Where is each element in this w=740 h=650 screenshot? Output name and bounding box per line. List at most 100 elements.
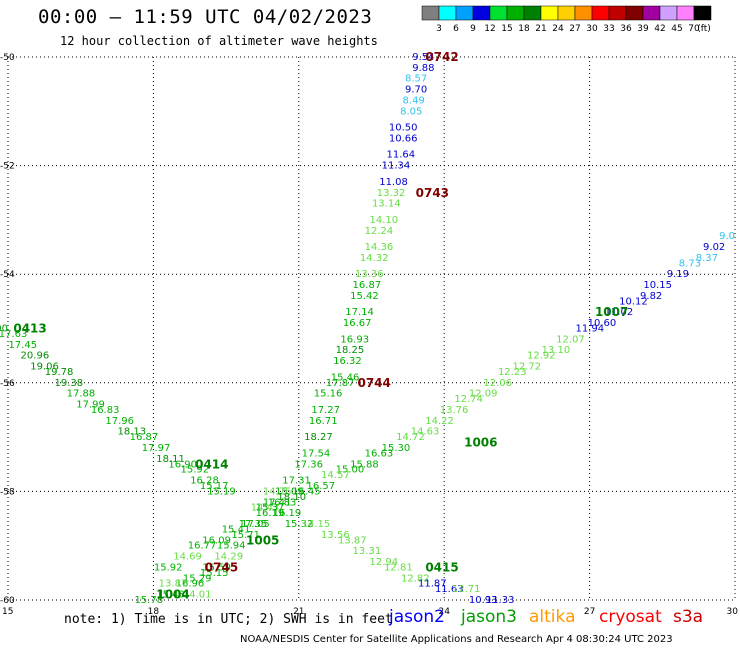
- wave-height-point: 15.00: [336, 465, 365, 476]
- legend-swatch: [591, 5, 610, 21]
- legend-swatch: [659, 5, 678, 21]
- legend-tick-label: 42: [654, 24, 665, 34]
- wave-height-point: 11.02: [605, 307, 634, 318]
- satellite-label-s3a: s3a: [673, 607, 704, 627]
- legend-unit-label: (ft): [697, 24, 711, 34]
- pass-time-label: 1007: [595, 305, 628, 319]
- pass-time-label: 0742: [425, 50, 458, 64]
- wave-height-point: 12.09: [469, 389, 498, 400]
- wave-height-point: 11.33: [486, 595, 515, 606]
- wave-height-point: 15.09: [275, 486, 304, 497]
- wave-height-point: 15.16: [314, 389, 343, 400]
- x-tick-label: 24: [438, 607, 450, 617]
- pass-time-label: 1004: [156, 588, 189, 602]
- wave-height-point: 16.63: [365, 448, 394, 459]
- footer-note: note: 1) Time is in UTC; 2) SWH is in fe…: [64, 612, 393, 627]
- wave-height-point: 17.36: [294, 459, 323, 470]
- wave-height-point: 13.87: [338, 535, 367, 546]
- wave-height-point: 17.31: [282, 476, 311, 487]
- wave-height-point: 15.71: [231, 530, 260, 541]
- wave-height-point: 16.87: [353, 280, 382, 291]
- wave-height-point: 15.94: [217, 541, 246, 552]
- wave-height-point: 16.19: [256, 508, 285, 519]
- wave-height-point: 20.96: [21, 351, 50, 362]
- wave-height-point: 15.59: [202, 562, 231, 573]
- wave-height-point: 17.45: [8, 340, 37, 351]
- legend-tick-label: 9: [470, 24, 476, 34]
- wave-height-point: 15.32: [285, 519, 314, 530]
- legend-tick-label: 33: [603, 24, 614, 34]
- wave-height-point: 12.74: [454, 394, 483, 405]
- satellite-label-jason3: jason3: [461, 607, 517, 627]
- wave-height-point: 12.92: [527, 351, 556, 362]
- pass-time-label: 0413: [13, 322, 46, 336]
- wave-height-point: 18.10: [277, 492, 306, 503]
- wave-height-point: 17.41: [263, 497, 292, 508]
- wave-height-point: 14.01: [183, 590, 212, 601]
- wave-height-point: 10.12: [619, 296, 648, 307]
- wave-height-point: 8.05: [400, 106, 422, 117]
- wave-height-point: 18.25: [336, 345, 365, 356]
- wave-height-point: 14.72: [396, 432, 425, 443]
- wave-height-point: 15.92: [180, 465, 209, 476]
- wave-height-point: 17.88: [67, 389, 96, 400]
- legend-swatch: [455, 5, 474, 21]
- wave-height-point: 16.83: [268, 497, 297, 508]
- wave-height-point: 13.14: [372, 199, 401, 210]
- legend-tick-label: 21: [535, 24, 546, 34]
- wave-height-point: 15.29: [183, 573, 212, 584]
- y-tick-label: -58: [0, 487, 15, 497]
- wave-height-point: 12.72: [512, 362, 541, 373]
- wave-height-point: 10.60: [588, 318, 617, 329]
- wave-height-point: 14.63: [411, 427, 440, 438]
- y-tick-label: -50: [0, 53, 15, 63]
- wave-height-point: 16.45: [292, 486, 321, 497]
- y-tick-label: -56: [0, 379, 15, 389]
- y-tick-label: -54: [0, 270, 15, 280]
- pass-time-label: 0414: [195, 457, 228, 471]
- wave-height-point: 12.82: [401, 573, 430, 584]
- wave-height-point: 17.54: [302, 448, 331, 459]
- chart-points: 9.549.888.579.708.498.0510.5010.6611.641…: [0, 52, 735, 606]
- wave-height-point: 9.70: [405, 85, 427, 96]
- legend-swatch: [574, 5, 593, 21]
- wave-height-point: 15.30: [382, 443, 411, 454]
- wave-height-point: 8.73: [679, 258, 701, 269]
- wave-height-point: 14.36: [365, 242, 394, 253]
- wave-height-point: 14.15: [302, 519, 331, 530]
- wave-height-point: 12.24: [365, 226, 394, 237]
- satellite-label-altika: altika: [529, 607, 576, 627]
- wave-height-point: 12.94: [370, 557, 399, 568]
- wave-height-point: 10.50: [389, 123, 418, 134]
- wave-height-point: 17.99: [76, 400, 105, 411]
- wave-height-point: 16.87: [130, 432, 159, 443]
- pass-time-label: 0745: [205, 560, 238, 574]
- chart-time-labels: 0742 0743 0744 0745 0413 0414 0415 1007 1006 1005…: [13, 50, 628, 602]
- legend-tick-label: 39: [637, 24, 649, 34]
- legend-swatch: [489, 5, 508, 21]
- wave-height-point: 14.22: [425, 416, 454, 427]
- legend-swatch: [625, 5, 644, 21]
- wave-height-point: 13.31: [353, 546, 382, 557]
- wave-height-point: 15.78: [134, 595, 163, 606]
- legend-swatch: [472, 5, 491, 21]
- wave-height-point: 17.05: [241, 519, 270, 530]
- wave-height-point: 16.77: [188, 541, 217, 552]
- wave-height-point: 8.49: [403, 95, 425, 106]
- wave-height-point: 12.71: [452, 584, 481, 595]
- legend-swatch: [693, 5, 712, 21]
- wave-height-point: 15.43: [156, 590, 185, 601]
- wave-height-point: 9.54: [412, 52, 434, 63]
- wave-height-point: 14.43: [251, 503, 280, 514]
- wave-height-point: 18.13: [117, 427, 146, 438]
- wave-height-point: 15.19: [207, 486, 236, 497]
- wave-height-point: 16.19: [273, 508, 302, 519]
- legend-swatch: [557, 5, 576, 21]
- satellite-label-cryosat: cryosat: [599, 607, 662, 627]
- legend-tick-label: 30: [586, 24, 598, 34]
- y-tick-label: -60: [0, 596, 15, 606]
- wave-height-point: 11.08: [379, 177, 408, 188]
- y-tick-label: -52: [0, 162, 15, 172]
- wave-height-point: 16.67: [343, 318, 372, 329]
